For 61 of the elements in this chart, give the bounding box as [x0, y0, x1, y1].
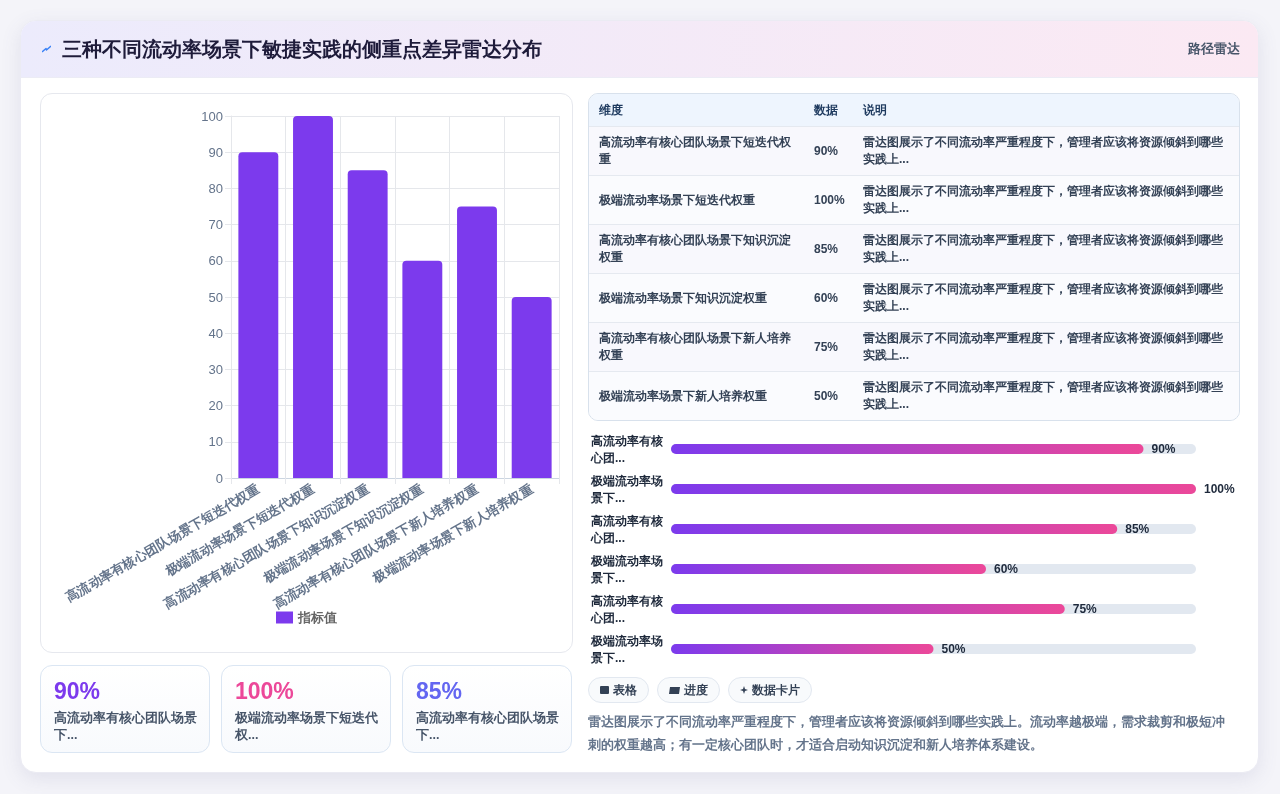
- legend-label: 指标值: [297, 610, 337, 625]
- category-label: 高流动率有核心团队场景下...: [54, 710, 197, 744]
- y-tick-label: 高流动率有核心团...: [590, 513, 663, 545]
- text: 85%: [814, 241, 839, 256]
- category-label: 极端流动率场景下短迭代权...: [235, 710, 378, 744]
- y-tick-label: 100: [201, 108, 223, 124]
- text: 雷达图展示了不同流动率严重程度下，管理者应该将资源倾斜到哪些实践上...: [862, 281, 1224, 315]
- text: 60%: [814, 290, 839, 305]
- data-label: 100%: [1204, 482, 1236, 496]
- text: 路径雷达: [1188, 41, 1240, 58]
- text: 雷达图展示了不同流动率严重程度下，管理者应该将资源倾斜到哪些实践上...: [862, 183, 1224, 217]
- bar: [402, 260, 443, 478]
- y-tick-label: 极端流动率场景下...: [590, 633, 663, 665]
- category-label: 高流动率有核心团队场景下...: [416, 710, 559, 744]
- text: 100%: [235, 678, 294, 704]
- text: 85%: [416, 678, 463, 704]
- bar: [238, 152, 279, 478]
- y-tick-label: 70: [208, 217, 223, 233]
- text: 雷达图展示了不同流动率严重程度下，管理者应该将资源倾斜到哪些实践上。流动率越极端，需求裁剪和极短冲刺的权重越高；有一定核心团队时，才适合启动知识沉淀和新人培养体系建设。: [588, 713, 1226, 754]
- chart-title: 三种不同流动率场景下敏捷实践的侧重点差异雷达分布: [62, 37, 542, 62]
- category-label: 极端流动率场景下知识沉淀权重: [598, 289, 768, 307]
- text: 100%: [814, 192, 845, 207]
- data-label: 60%: [994, 562, 1019, 576]
- category-label: 高流动率有核心团队场景下新人培养权重: [598, 330, 792, 364]
- y-tick-label: 高流动率有核心团...: [590, 433, 663, 465]
- y-tick-label: 20: [208, 398, 223, 414]
- y-tick-label: 10: [208, 434, 223, 450]
- bar: [293, 116, 333, 478]
- data-label: 75%: [1072, 602, 1098, 616]
- text: 90%: [814, 143, 839, 158]
- text: 90%: [54, 678, 101, 704]
- text: 雷达图展示了不同流动率严重程度下，管理者应该将资源倾斜到哪些实践上...: [862, 232, 1224, 266]
- y-tick-label: 40: [208, 325, 223, 341]
- text: 雷达图展示了不同流动率严重程度下，管理者应该将资源倾斜到哪些实践上...: [862, 330, 1224, 364]
- text: 雷达图展示了不同流动率严重程度下，管理者应该将资源倾斜到哪些实践上...: [862, 134, 1224, 168]
- y-tick-label: 50: [208, 289, 223, 305]
- text: 进度: [657, 677, 720, 703]
- data-label: 85%: [1125, 522, 1150, 536]
- bar: [511, 297, 552, 478]
- text: 雷达图展示了不同流动率严重程度下，管理者应该将资源倾斜到哪些实践上...: [862, 379, 1224, 413]
- y-tick-label: 60: [208, 253, 223, 269]
- data-label: 90%: [1151, 442, 1176, 456]
- data-label: 50%: [941, 642, 966, 656]
- bar: [457, 206, 497, 478]
- y-tick-label: 极端流动率场景下...: [590, 473, 663, 505]
- text: 50%: [814, 388, 839, 403]
- y-tick-label: 0: [215, 470, 223, 486]
- y-tick-label: 高流动率有核心团...: [590, 593, 663, 625]
- table-header: 维度 数据 说明: [589, 94, 1239, 126]
- y-tick-label: 极端流动率场景下...: [590, 553, 663, 585]
- bar: [347, 170, 388, 478]
- text: 数据卡片: [728, 677, 812, 703]
- category-label: 极端流动率场景下新人培养权重: [598, 387, 768, 405]
- category-label: 高流动率有核心团队场景下短迭代权重: [598, 134, 792, 168]
- category-label: 极端流动率场景下短迭代权重: [598, 191, 756, 209]
- y-tick-label: 90: [208, 144, 223, 160]
- y-tick-label: 30: [208, 361, 223, 377]
- text: 表格: [588, 677, 649, 703]
- text: 75%: [814, 339, 839, 354]
- category-label: 高流动率有核心团队场景下知识沉淀权重: [598, 232, 792, 266]
- y-tick-label: 80: [208, 180, 223, 196]
